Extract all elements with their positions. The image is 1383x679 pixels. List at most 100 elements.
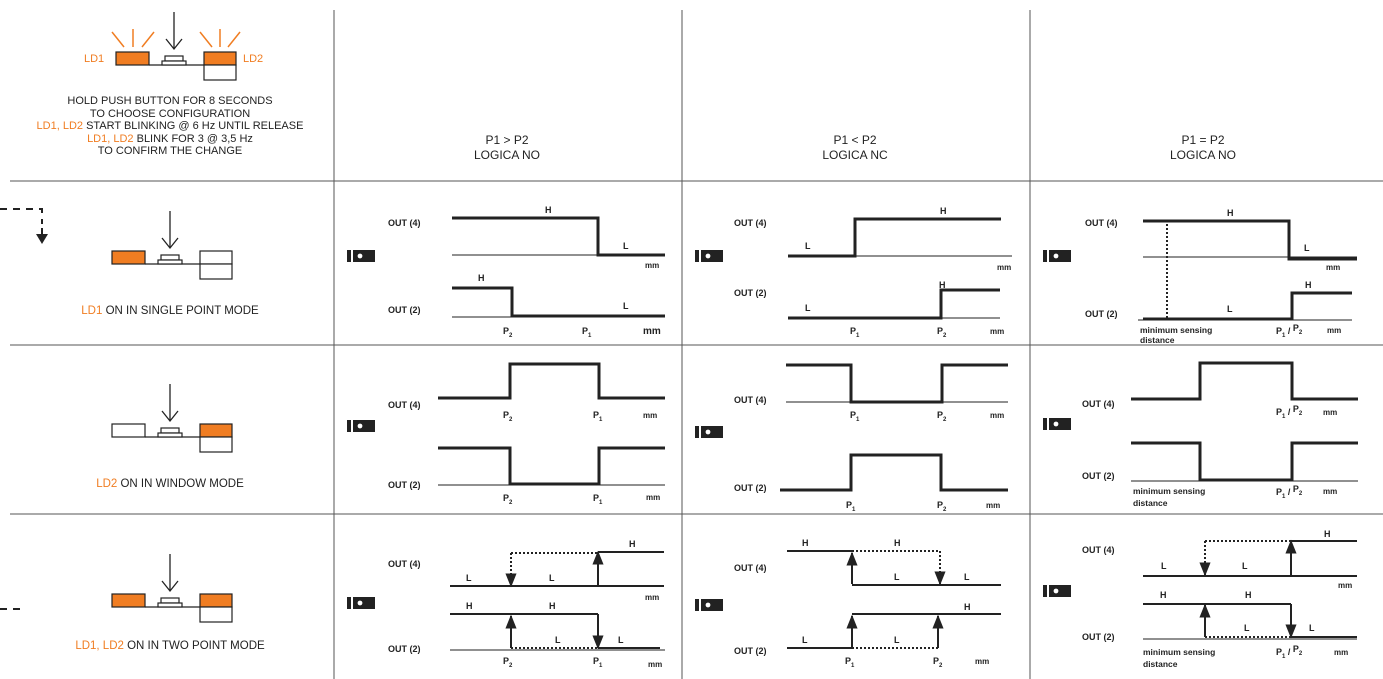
- sensor-lens: [1053, 588, 1059, 594]
- led-label-ld1: LD1: [84, 53, 104, 65]
- dashed-arrow-icon: [0, 208, 48, 610]
- level-low-label: L: [1309, 623, 1315, 633]
- led-ray: [227, 31, 241, 48]
- unit-mm-label: mm: [1326, 263, 1340, 272]
- sensor-lens: [705, 253, 711, 259]
- level-low-label: L: [623, 241, 629, 251]
- push-button-icon: [111, 211, 233, 280]
- position-subscript: 1: [856, 333, 860, 339]
- output-label-out2: OUT (2): [1082, 632, 1115, 642]
- unit-mm-label: mm: [1338, 581, 1352, 590]
- minimum-sensing-label: minimum sensing: [1133, 486, 1205, 496]
- position-subscript: 1: [588, 333, 592, 339]
- column-3-logic: LOGICA NO: [1169, 148, 1237, 162]
- sensor-lens: [357, 600, 363, 606]
- press-arrow-head: [165, 38, 183, 51]
- sensor-connector: [1043, 585, 1047, 597]
- unit-mm-label: mm: [646, 493, 660, 502]
- led-ray-icon: [111, 29, 241, 48]
- unit-mm-label: mm: [1323, 487, 1337, 496]
- position-text: P: [1276, 407, 1282, 417]
- sensor-lens: [705, 429, 711, 435]
- unit-mm-label: mm: [643, 326, 661, 337]
- position-subscript: 1: [851, 663, 855, 669]
- level-low-label: L: [1242, 561, 1248, 571]
- button-cap: [160, 254, 180, 261]
- level-low-label: L: [555, 635, 561, 645]
- push-button-icon: [111, 384, 233, 453]
- config-instructions: HOLD PUSH BUTTON FOR 8 SECONDS TO CHOOSE…: [10, 95, 330, 158]
- unit-mm-label: mm: [990, 327, 1004, 336]
- position-label: P2: [503, 410, 513, 423]
- level-low-label: L: [894, 572, 900, 582]
- output-label-out4: OUT (4): [388, 559, 421, 569]
- position-label: P1: [850, 410, 860, 423]
- unit-mm-label: mm: [643, 411, 657, 420]
- led-ld1-on: [111, 250, 146, 265]
- column-1-condition: P1 > P2: [485, 133, 529, 147]
- output-label-out4: OUT (4): [1085, 218, 1118, 228]
- position-text: /: [1285, 647, 1293, 657]
- position-text: P: [1293, 323, 1299, 333]
- position-subscript: 2: [939, 663, 943, 669]
- position-subscript: 1: [599, 500, 603, 506]
- level-high-label: H: [802, 538, 809, 548]
- output-label-out2: OUT (2): [734, 288, 767, 298]
- waveform-single-point-p1-lt-p2: OUT (4) H Lmm OUT (2) H L P1 P2 mm: [695, 206, 1012, 339]
- position-subscript: 1: [1282, 494, 1286, 500]
- led-ray: [199, 31, 213, 48]
- level-high-label: H: [1160, 590, 1167, 600]
- sensor-lens: [357, 423, 363, 429]
- level-high-label: H: [1245, 590, 1252, 600]
- level-high-label: H: [940, 206, 947, 216]
- mode-label-two-point: LD1, LD2 ON IN TWO POINT MODE: [10, 640, 330, 653]
- led-ld2-on: [203, 51, 237, 66]
- led-ld1-on: [115, 51, 150, 66]
- position-label-p1-p2: P1 / P2: [1276, 323, 1303, 339]
- sensor-connector: [347, 420, 351, 432]
- mode-label-single-point: LD1 ON IN SINGLE POINT MODE: [10, 305, 330, 318]
- output-label-out4: OUT (4): [734, 563, 767, 573]
- position-subscript: 2: [1299, 491, 1303, 497]
- column-2-logic: LOGICA NC: [822, 148, 888, 162]
- position-subscript: 2: [943, 333, 947, 339]
- waveform-trace: [1143, 219, 1357, 261]
- sensor-lens: [705, 602, 711, 608]
- position-label: P2: [503, 493, 513, 506]
- waveform-window-p1-gt-p2: OUT (4) P2 P1 mm OUT (2) P2 P1 mm: [347, 362, 665, 506]
- sensor-connector: [347, 597, 351, 609]
- minimum-sensing-label: minimum sensing: [1143, 647, 1215, 657]
- button-cap: [164, 55, 184, 62]
- instruction-line-1: HOLD PUSH BUTTON FOR 8 SECONDS: [67, 95, 273, 107]
- position-subscript: 2: [509, 417, 513, 423]
- waveform-single-point-p1-gt-p2: OUT (4) H Lmm OUT (2) H L P2 P1 mm: [347, 205, 665, 339]
- position-text: /: [1285, 326, 1293, 336]
- position-subscript: 2: [509, 500, 513, 506]
- output-label-out4: OUT (4): [1082, 545, 1115, 555]
- position-text: P: [1276, 647, 1282, 657]
- output-label-out4: OUT (4): [1082, 399, 1115, 409]
- led-ld2-off: [199, 250, 233, 265]
- position-label: P1: [845, 656, 855, 669]
- minimum-sensing-label: distance: [1133, 498, 1168, 508]
- minimum-sensing-label: distance: [1140, 335, 1175, 345]
- instruction-line-3: LD1, LD2 START BLINKING @ 6 Hz UNTIL REL…: [10, 120, 330, 133]
- waveform-trace: [1131, 441, 1358, 482]
- position-subscript: 1: [599, 663, 603, 669]
- position-subscript: 1: [856, 417, 860, 423]
- position-subscript: 2: [509, 333, 513, 339]
- unit-mm-label: mm: [648, 660, 662, 669]
- push-button-icon: LD1 LD2: [84, 12, 263, 81]
- position-label: P1: [846, 500, 856, 513]
- instruction-line-3-leds: LD1, LD2: [36, 120, 84, 132]
- position-label: P1: [593, 410, 603, 423]
- level-high-label: H: [894, 538, 901, 548]
- column-1-logic: LOGICA NO: [473, 148, 541, 162]
- position-label: P1: [593, 656, 603, 669]
- output-label-out4: OUT (4): [734, 395, 767, 405]
- level-low-label: L: [549, 573, 555, 583]
- output-label-out4: OUT (4): [388, 218, 421, 228]
- unit-mm-label: mm: [986, 501, 1000, 510]
- led-ld2-lower: [199, 606, 233, 623]
- press-arrow-head: [161, 237, 179, 250]
